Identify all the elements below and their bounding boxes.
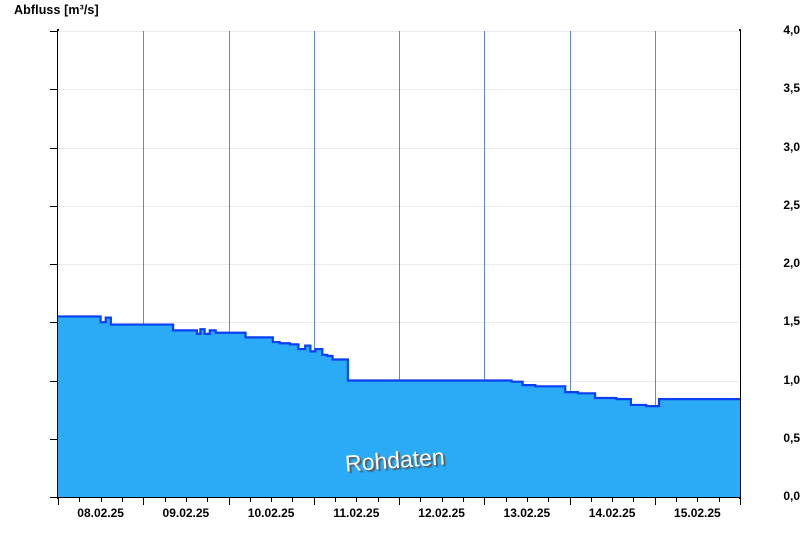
x-tick-minor <box>526 497 528 502</box>
y-tick-label: 1,5 <box>783 314 800 329</box>
x-tick-major <box>484 497 486 505</box>
x-tick-major <box>313 497 315 505</box>
x-tick-minor <box>462 497 464 502</box>
day-separator <box>228 31 230 497</box>
y-tick-mark <box>50 497 58 498</box>
x-tick-minor <box>249 497 251 502</box>
x-tick-label: 12.02.25 <box>418 506 465 520</box>
y-tick-mark <box>50 31 58 32</box>
y-tick-mark <box>50 264 58 265</box>
day-separator <box>143 31 145 497</box>
x-tick-minor <box>505 497 507 502</box>
day-separator <box>654 31 656 497</box>
plot-right-border <box>739 29 741 499</box>
x-tick-minor <box>377 497 379 502</box>
x-tick-major <box>740 497 741 505</box>
y-tick-mark <box>50 89 58 91</box>
x-tick-major <box>399 497 400 505</box>
x-tick-label: 15.02.25 <box>674 506 721 520</box>
x-tick-major <box>228 497 230 505</box>
series-line-path <box>58 315 740 408</box>
y-tick-label: 1,0 <box>783 372 800 387</box>
x-tick-label: 13.02.25 <box>503 506 551 520</box>
y-tick-label: 2,5 <box>783 197 800 212</box>
x-tick-label: 11.02.25 <box>333 506 380 520</box>
day-separator <box>313 31 315 497</box>
y-tick-label: 3,0 <box>783 139 800 154</box>
y-tick-mark <box>50 438 58 440</box>
x-tick-minor <box>185 497 187 502</box>
x-tick-minor <box>292 497 294 502</box>
y-tick-label: 0,0 <box>783 489 800 503</box>
y-tick-label: 2,0 <box>783 256 800 270</box>
x-tick-label: 14.02.25 <box>588 506 636 520</box>
day-separator <box>399 31 400 497</box>
series-fill-path <box>58 316 740 497</box>
x-tick-minor <box>335 497 337 502</box>
x-tick-minor <box>612 497 614 502</box>
y-axis-title: Abfluss [m³/s] <box>14 3 99 17</box>
x-tick-minor <box>420 497 422 502</box>
x-tick-label: 08.02.25 <box>77 506 124 520</box>
x-tick-minor <box>676 497 678 502</box>
y-tick-label: 4,0 <box>783 23 800 37</box>
x-tick-minor <box>441 497 443 502</box>
y-tick-mark <box>50 322 58 324</box>
x-tick-major <box>143 497 145 505</box>
x-tick-minor <box>164 497 166 502</box>
x-tick-minor <box>207 497 209 502</box>
x-tick-minor <box>718 497 720 502</box>
day-separator <box>484 31 486 497</box>
y-tick-mark <box>50 205 58 207</box>
day-separator <box>569 31 571 497</box>
discharge-series-area <box>58 315 740 497</box>
x-tick-label: 10.02.25 <box>247 506 295 520</box>
y-tick-label: 0,5 <box>783 430 800 445</box>
x-tick-minor <box>100 497 102 502</box>
x-tick-minor <box>590 497 592 502</box>
x-tick-minor <box>271 497 273 502</box>
x-tick-minor <box>548 497 550 502</box>
x-tick-major <box>569 497 571 505</box>
x-tick-major <box>58 497 59 505</box>
y-tick-mark <box>50 147 58 149</box>
x-tick-minor <box>121 497 123 502</box>
y-tick-mark <box>50 380 58 382</box>
x-tick-major <box>654 497 656 505</box>
x-tick-minor <box>697 497 699 502</box>
y-tick-label: 3,5 <box>783 81 800 96</box>
x-tick-label: 09.02.25 <box>162 506 210 520</box>
plot-area <box>58 31 740 497</box>
x-tick-minor <box>79 497 81 502</box>
x-tick-minor <box>633 497 635 502</box>
x-tick-minor <box>356 497 358 502</box>
